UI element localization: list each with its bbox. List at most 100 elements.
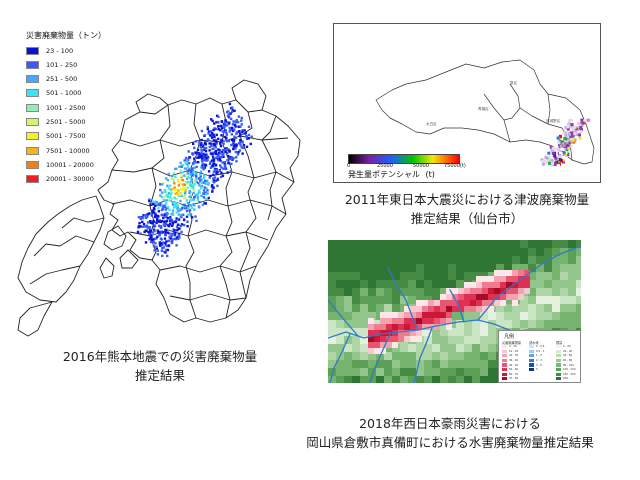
okayama-elevation-cell <box>472 352 480 360</box>
okayama-elevation-cell <box>456 328 464 336</box>
okayama-elevation-cell <box>360 352 368 360</box>
kumamoto-waste-cell <box>223 135 227 139</box>
okayama-elevation-cell <box>392 304 400 312</box>
okayama-waste-cell <box>488 276 494 282</box>
kumamoto-waste-cell <box>151 222 154 225</box>
sendai-waste-cell <box>563 141 567 145</box>
okayama-waste-cell <box>446 294 452 300</box>
sendai-waste-cell <box>551 152 555 155</box>
okayama-elevation-cell <box>472 248 480 256</box>
okayama-elevation-cell <box>472 368 480 376</box>
okayama-elevation-cell <box>392 264 400 272</box>
kumamoto-waste-cell <box>221 161 224 164</box>
kumamoto-waste-cell <box>224 167 227 171</box>
okayama-elevation-cell <box>552 240 560 248</box>
okayama-elevation-cell <box>464 264 472 272</box>
sendai-waste-cell <box>579 125 583 129</box>
okayama-elevation-cell <box>488 376 496 383</box>
kumamoto-waste-cell <box>180 214 183 217</box>
kumamoto-waste-cell <box>196 156 199 159</box>
okayama-elevation-cell <box>488 256 496 264</box>
okayama-waste-cell <box>446 318 452 324</box>
okayama-elevation-cell <box>400 344 408 352</box>
okayama-waste-cell <box>386 312 392 318</box>
kumamoto-waste-cell <box>155 237 158 240</box>
okayama-elevation-cell <box>512 320 520 328</box>
okayama-waste-cell <box>416 312 422 318</box>
okayama-elevation-cell <box>480 328 488 336</box>
kumamoto-waste-cell <box>186 172 189 175</box>
kumamoto-waste-cell <box>168 199 171 202</box>
okayama-waste-cell <box>488 282 494 288</box>
okayama-elevation-cell <box>368 240 376 248</box>
okayama-elevation-cell <box>456 352 464 360</box>
okayama-elevation-cell <box>368 248 376 256</box>
okayama-elevation-cell <box>560 312 568 320</box>
kumamoto-waste-cell <box>201 166 204 169</box>
okayama-elevation-cell <box>352 328 360 336</box>
kumamoto-waste-cell <box>239 125 242 128</box>
okayama-elevation-cell <box>504 304 512 312</box>
okayama-elevation-cell <box>528 280 536 288</box>
okayama-elevation-cell <box>488 360 496 368</box>
okayama-elevation-cell <box>576 272 581 280</box>
okayama-elevation-cell <box>480 360 488 368</box>
okayama-elevation-cell <box>416 288 424 296</box>
sendai-waste-cell <box>562 160 565 164</box>
okayama-elevation-cell <box>432 280 440 288</box>
okayama-elevation-cell <box>536 256 544 264</box>
kumamoto-waste-cell <box>212 147 215 150</box>
kumamoto-waste-cell <box>247 125 251 128</box>
kumamoto-waste-cell <box>175 211 178 214</box>
okayama-elevation-cell <box>400 264 408 272</box>
kumamoto-legend-label: 501 - 1000 <box>46 89 82 98</box>
okayama-elevation-cell <box>352 288 360 296</box>
kumamoto-legend-item: 10001 - 20000 <box>26 160 94 169</box>
kumamoto-waste-cell <box>210 144 213 147</box>
kumamoto-waste-cell <box>178 182 182 185</box>
okayama-caption-line2: 岡山県倉敷市真備町における水害廃棄物量推定結果 <box>306 435 594 450</box>
okayama-waste-cell <box>500 300 506 306</box>
okayama-waste-cell <box>440 300 446 306</box>
okayama-waste-cell <box>470 306 476 312</box>
kumamoto-waste-cell <box>173 188 176 191</box>
kumamoto-waste-cell <box>196 192 200 195</box>
kumamoto-waste-cell <box>208 145 211 149</box>
okayama-elevation-cell <box>520 320 528 328</box>
okayama-waste-cell <box>404 318 410 324</box>
okayama-elevation-cell <box>456 256 464 264</box>
okayama-elevation-cell <box>456 376 464 383</box>
kumamoto-legend-item: 2501 - 5000 <box>26 118 86 127</box>
kumamoto-waste-cell <box>144 241 148 244</box>
kumamoto-waste-cell <box>226 159 229 162</box>
kumamoto-waste-cell <box>202 192 205 195</box>
kumamoto-waste-cell <box>172 220 175 223</box>
okayama-elevation-cell <box>432 264 440 272</box>
kumamoto-waste-cell <box>155 245 158 248</box>
okayama-waste-cell <box>518 270 524 276</box>
kumamoto-legend-label: 7501 - 10000 <box>46 146 90 155</box>
kumamoto-waste-cell <box>159 194 162 197</box>
kumamoto-waste-cell <box>188 195 191 198</box>
okayama-waste-cell <box>416 324 422 330</box>
kumamoto-waste-cell <box>144 216 147 220</box>
okayama-elevation-cell <box>392 256 400 264</box>
kumamoto-waste-cell <box>240 119 243 122</box>
kumamoto-waste-cell <box>171 177 174 181</box>
kumamoto-waste-cell <box>192 174 195 177</box>
kumamoto-waste-cell <box>237 125 240 128</box>
okayama-elevation-cell <box>376 240 384 248</box>
okayama-waste-cell <box>476 288 482 294</box>
sendai-map <box>375 59 595 168</box>
okayama-waste-cell <box>440 312 446 318</box>
kumamoto-waste-cell <box>193 182 196 186</box>
kumamoto-waste-cell <box>170 220 173 223</box>
kumamoto-waste-cell <box>220 134 223 137</box>
okayama-elevation-cell <box>360 312 368 320</box>
kumamoto-waste-cell <box>188 209 192 212</box>
okayama-elevation-cell <box>464 344 472 352</box>
kumamoto-waste-cell <box>202 166 205 169</box>
kumamoto-waste-cell <box>222 126 225 130</box>
kumamoto-waste-cell <box>227 139 231 143</box>
kumamoto-waste-cell <box>159 225 162 228</box>
